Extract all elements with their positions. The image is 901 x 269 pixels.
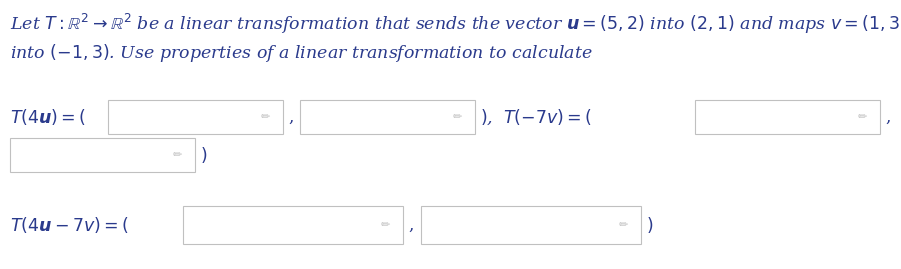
- Bar: [183, 206, 403, 244]
- Text: $)$: $)$: [200, 145, 207, 165]
- Text: $)$: $)$: [646, 215, 653, 235]
- Bar: [421, 206, 641, 244]
- Text: ,: ,: [408, 217, 414, 233]
- Text: ✏: ✏: [452, 112, 461, 122]
- Text: ✏: ✏: [858, 112, 867, 122]
- Bar: [10, 138, 195, 172]
- Text: into $(-1,3)$. Use properties of a linear transformation to calculate: into $(-1,3)$. Use properties of a linea…: [10, 42, 593, 64]
- Text: ,: ,: [288, 108, 294, 126]
- Text: ✏: ✏: [172, 150, 182, 160]
- Text: ✏: ✏: [260, 112, 269, 122]
- Text: $T(4\boldsymbol{u}) = ($: $T(4\boldsymbol{u}) = ($: [10, 107, 86, 127]
- Bar: [108, 100, 283, 134]
- Bar: [300, 100, 475, 134]
- Text: $)$,  $T(-7v) = ($: $)$, $T(-7v) = ($: [480, 107, 592, 127]
- Text: ✏: ✏: [618, 220, 628, 230]
- Bar: [695, 100, 880, 134]
- Text: ,: ,: [885, 108, 890, 126]
- Text: ✏: ✏: [380, 220, 390, 230]
- Text: $T(4\boldsymbol{u} - 7v) = ($: $T(4\boldsymbol{u} - 7v) = ($: [10, 215, 129, 235]
- Text: Let $T : \mathbb{R}^2 \to \mathbb{R}^2$ be a linear transformation that sends th: Let $T : \mathbb{R}^2 \to \mathbb{R}^2$ …: [10, 12, 901, 36]
